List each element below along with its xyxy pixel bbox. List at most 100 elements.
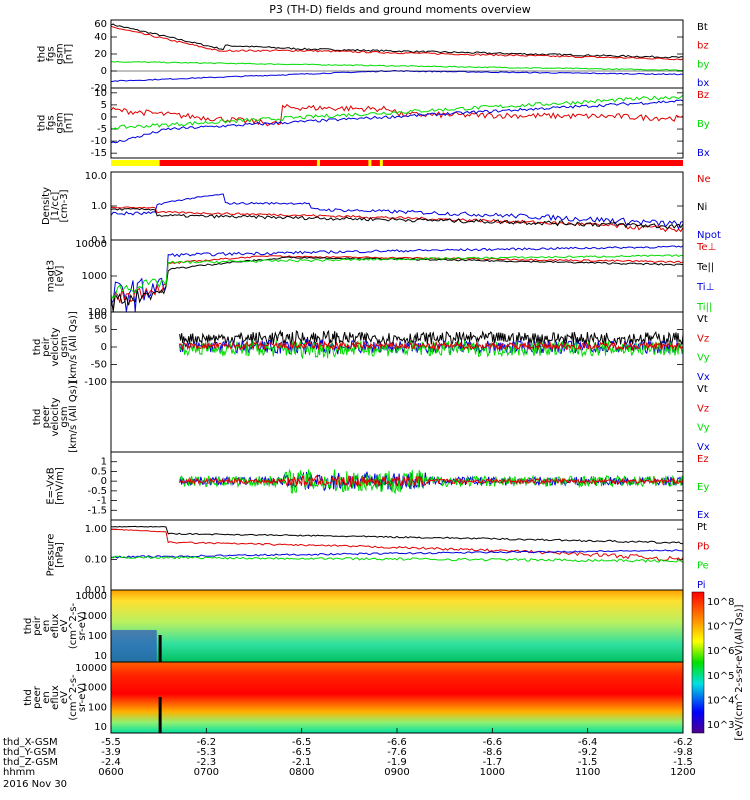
- x-axis-row-label: thd_Y-GSM: [3, 747, 56, 758]
- y-tick-label: 20: [94, 49, 107, 60]
- x-tick-label: 0900: [384, 767, 409, 778]
- x-tick-label: -1.9: [387, 757, 407, 768]
- colorbar-tick: 10^4: [707, 695, 734, 706]
- x-tick-label: -6.4: [578, 737, 598, 748]
- x-tick-label: -8.6: [483, 747, 503, 758]
- Ez-line: [179, 475, 684, 488]
- bz-line: [110, 25, 684, 61]
- Pe-line: [110, 555, 684, 563]
- y-tick-label: 50: [94, 325, 107, 336]
- Te-par-line: [110, 256, 684, 312]
- date-label: 2016 Nov 30: [3, 779, 67, 790]
- legend-Pb: Pb: [697, 541, 709, 552]
- x-tick-label: -5.5: [101, 737, 121, 748]
- x-tick-label: -2.3: [197, 757, 217, 768]
- y-tick-label: -10: [91, 136, 107, 147]
- y-tick-label: -20: [91, 83, 107, 94]
- y-tick-label: 10000: [75, 239, 107, 250]
- y-axis-label: magt3[eV]: [46, 260, 66, 293]
- y-tick-label: 10: [94, 88, 107, 99]
- x-tick-label: -1.5: [578, 757, 598, 768]
- y-axis-label: Density[1/cc][cm-3]: [41, 187, 70, 225]
- legend-Pt: Pt: [697, 522, 707, 533]
- colorbar: [691, 591, 705, 734]
- y-tick-label: 0.5: [91, 466, 107, 477]
- y-tick-label: 1000: [82, 611, 107, 622]
- x-tick-label: 1200: [670, 767, 695, 778]
- legend-Ex: Ex: [697, 510, 709, 521]
- x-tick-label: 0700: [194, 767, 219, 778]
- legend-Te⊥: Te⊥: [696, 242, 716, 253]
- legend-Ni: Ni: [697, 202, 707, 213]
- flag-gap: [379, 160, 383, 166]
- y-axis-label: E=-VxB[mV/m]: [46, 467, 66, 505]
- flag-gap: [368, 160, 372, 166]
- y-tick-label: 1000: [82, 683, 107, 694]
- Vz-line: [179, 340, 684, 352]
- x-tick-label: -2.1: [292, 757, 312, 768]
- Ni-line: [110, 207, 684, 230]
- legend-Vz: Vz: [697, 403, 709, 414]
- y-axis-label: thdfgsgsm[nT]: [37, 43, 75, 64]
- panel-frame-fgs_dsl: [110, 87, 684, 159]
- colorbar-tick: 10^5: [707, 671, 734, 682]
- x-tick-label: -3.9: [101, 747, 121, 758]
- legend-Ez: Ez: [697, 454, 709, 465]
- panel-frame-density: [110, 171, 684, 241]
- y-tick-label: 0: [101, 342, 107, 353]
- x-axis-row-label: thd_X-GSM: [3, 737, 58, 748]
- y-tick-label: -15: [91, 148, 107, 159]
- y-tick-label: 100: [88, 311, 107, 322]
- y-tick-label: -100: [84, 377, 107, 388]
- spike-mark: [158, 697, 162, 733]
- x-tick-label: -5.3: [197, 747, 217, 758]
- y-tick-label: 1000: [82, 271, 107, 282]
- x-tick-label: -9.8: [673, 747, 693, 758]
- Ti-par-line: [110, 254, 684, 300]
- legend-Ti⊥: Ti⊥: [696, 282, 714, 293]
- legend-Vy: Vy: [697, 353, 710, 364]
- colorbar-label: [eV/(cm^2-s-sr-eV)(All Qs)]: [734, 604, 745, 740]
- panel-frame-pressure: [110, 519, 684, 591]
- y-tick-label: 0.01: [85, 585, 107, 596]
- ion-spectrogram: [111, 590, 683, 662]
- legend-By: By: [697, 119, 710, 130]
- y-tick-label: 10: [94, 722, 107, 733]
- y-axis-label: thdpeerenefluxeV(cm^2-s-sr-eV): [23, 674, 88, 721]
- Pb-line: [110, 528, 684, 562]
- flag-bar-yellow: [111, 160, 160, 166]
- Ey-line: [179, 468, 684, 495]
- y-tick-label: 0.10: [85, 555, 107, 566]
- x-tick-label: -6.2: [673, 737, 693, 748]
- legend-Vx: Vx: [697, 372, 710, 383]
- y-tick-label: -1: [97, 496, 107, 507]
- Ne-line: [110, 206, 684, 233]
- electron-spectrogram: [111, 662, 683, 733]
- legend-Pi: Pi: [697, 580, 706, 591]
- y-tick-label: -1.5: [87, 505, 107, 516]
- y-tick-label: -5: [97, 124, 107, 135]
- y-tick-label: 10000: [75, 663, 107, 674]
- Ti-perp-line: [110, 245, 684, 312]
- legend-Ne: Ne: [697, 174, 711, 185]
- x-tick-label: 1100: [575, 767, 600, 778]
- colorbar-tick: 10^8: [707, 597, 734, 608]
- x-tick-label: -7.6: [387, 747, 407, 758]
- y-tick-label: 0: [101, 476, 107, 487]
- x-tick-label: -9.2: [578, 747, 598, 758]
- y-tick-label: 1.0: [91, 201, 107, 212]
- y-axis-label: Pressure[nPa]: [46, 534, 66, 577]
- Bx-line: [110, 99, 684, 144]
- legend-Ti||: Ti||: [696, 302, 712, 313]
- legend-Bx: Bx: [697, 148, 710, 159]
- panel-frame-electron_velocity: [110, 381, 684, 453]
- x-tick-label: 0800: [289, 767, 314, 778]
- legend-Vx: Vx: [697, 442, 710, 453]
- x-tick-label: -6.2: [197, 737, 217, 748]
- y-tick-label: 40: [94, 32, 107, 43]
- legend-Bz: Bz: [697, 90, 709, 101]
- Bz-line: [110, 103, 684, 127]
- x-tick-label: 0600: [98, 767, 123, 778]
- x-tick-label: -6.5: [292, 747, 312, 758]
